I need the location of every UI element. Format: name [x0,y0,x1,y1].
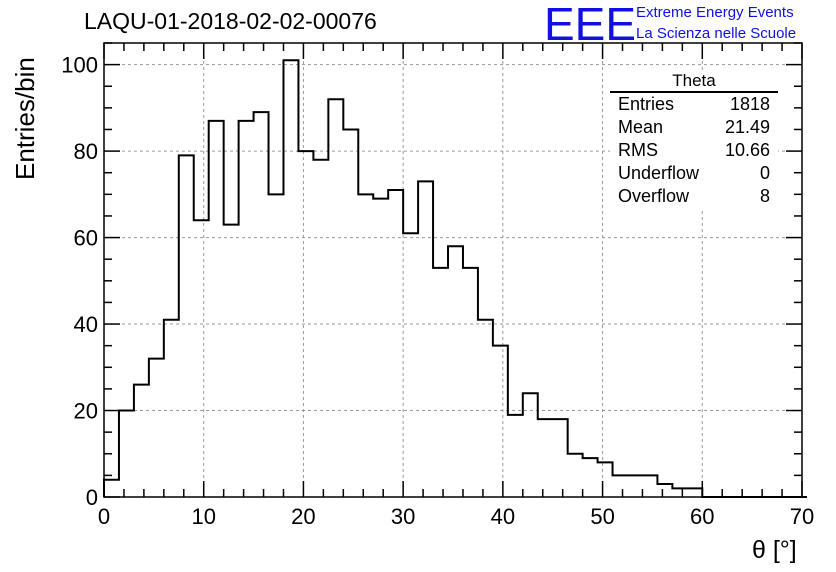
stat-overflow: Overflow 8 [610,185,778,208]
chart-title: LAQU-01-2018-02-02-00076 [84,8,377,34]
stat-label: Overflow [618,186,690,206]
histogram-bin [672,488,687,497]
histogram-bin [149,359,164,497]
x-tick-label: 70 [790,504,814,529]
histogram-bin [328,99,343,497]
eee-logo: EEE [544,0,634,48]
y-tick-label: 40 [74,312,98,337]
histogram-series [103,59,807,498]
y-tick-label: 80 [74,139,98,164]
x-tick-label: 40 [491,504,515,529]
x-tick-label: 50 [590,504,614,529]
y-tick-label: 0 [86,485,98,510]
stat-value: 21.49 [724,117,770,137]
stat-entries: Entries 1818 [610,93,778,116]
stat-value: 0 [759,163,770,183]
histogram-bin [209,121,224,497]
stats-box-title: Theta [610,72,778,93]
histogram-bin [388,190,403,497]
stat-value: 8 [759,186,770,206]
histogram-bin [194,220,209,497]
histogram-bin [553,419,568,497]
histogram-bin [613,475,628,497]
histogram-bin [583,458,598,497]
stat-rms: RMS 10.66 [610,139,778,162]
histogram-bin [224,225,239,497]
histogram-bin [134,385,149,497]
histogram-bin [478,320,493,497]
stat-underflow: Underflow 0 [610,162,778,185]
stat-value: 10.66 [724,140,770,160]
x-tick-label: 30 [391,504,415,529]
stat-mean: Mean 21.49 [610,116,778,139]
stats-box: Theta Entries 1818 Mean 21.49 RMS 10.66 … [610,72,778,208]
histogram-bin [628,475,643,497]
histogram-bin [568,454,583,497]
histogram-bin [254,112,269,497]
histogram-bin [269,194,284,497]
y-tick-label: 20 [74,399,98,424]
stat-value: 1818 [729,94,770,114]
stat-label: Mean [618,117,664,137]
logo-subtitle-2: La Scienza nelle Scuole [636,25,797,42]
histogram-bin [119,411,134,497]
x-tick-label: 10 [191,504,215,529]
histogram-bin [508,415,523,497]
histogram-bin [373,199,388,497]
x-tick-label: 20 [291,504,315,529]
stat-label: Entries [618,94,675,114]
svg-text:EEE: EEE [544,0,634,48]
logo-subtitle-1: Extreme Energy Events [636,4,794,21]
histogram-bin [403,233,418,497]
histogram-bin [283,60,298,497]
x-tick-label: 60 [690,504,714,529]
x-axis-label: θ [°] [752,536,797,564]
x-tick-label: 0 [98,504,110,529]
stat-label: RMS [618,140,658,160]
stat-label: Underflow [618,163,700,183]
histogram-bin [313,160,328,497]
histogram-bin [523,393,538,497]
histogram-bin [343,129,358,497]
histogram-bin [104,480,119,497]
plot-frame [103,42,803,498]
histogram-bin [463,268,478,497]
histogram-bin [239,121,254,497]
histogram-bin [164,320,179,497]
y-tick-label: 100 [61,53,98,78]
histogram-bin [433,268,448,497]
y-axis-label: Entries/bin [10,57,40,180]
histogram-bin [179,155,194,497]
histogram-bin [448,246,463,497]
histogram-bin [538,419,553,497]
histogram-bin [687,488,702,497]
histogram-bin [642,475,657,497]
y-tick-label: 60 [74,226,98,251]
histogram-bin [657,484,672,497]
histogram-bin [493,346,508,497]
histogram-bin [418,181,433,497]
histogram-bin [598,462,613,497]
histogram-bin [358,194,373,497]
histogram-bin [298,151,313,497]
